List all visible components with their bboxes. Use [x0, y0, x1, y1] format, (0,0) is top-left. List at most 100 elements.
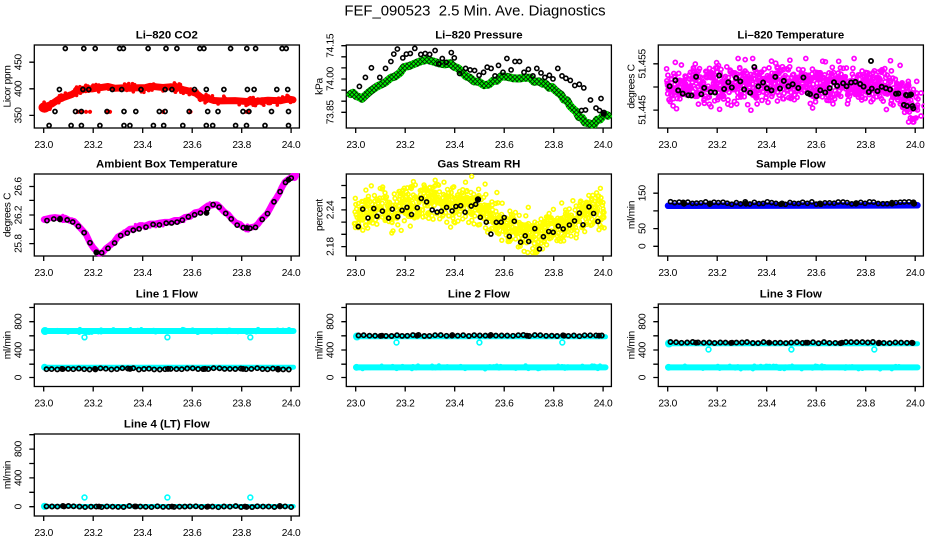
svg-text:23.4: 23.4	[445, 399, 464, 410]
svg-text:150: 150	[637, 185, 648, 202]
svg-text:23.0: 23.0	[346, 140, 365, 151]
svg-text:Li–820 CO2: Li–820 CO2	[136, 29, 198, 41]
svg-text:25.8: 25.8	[13, 234, 24, 253]
svg-text:23.4: 23.4	[133, 268, 152, 279]
svg-text:400: 400	[13, 469, 24, 486]
svg-text:percent: percent	[314, 199, 325, 231]
svg-text:23.8: 23.8	[232, 399, 251, 410]
svg-text:24.0: 24.0	[594, 268, 613, 279]
svg-text:23.4: 23.4	[757, 140, 776, 151]
svg-text:23.6: 23.6	[495, 268, 514, 279]
svg-text:23.4: 23.4	[757, 399, 776, 410]
svg-text:Sample Flow: Sample Flow	[756, 158, 826, 170]
svg-text:23.8: 23.8	[232, 268, 251, 279]
svg-text:24.0: 24.0	[282, 268, 301, 279]
svg-text:350: 350	[13, 107, 24, 124]
svg-text:23.8: 23.8	[544, 399, 563, 410]
svg-text:23.0: 23.0	[34, 528, 53, 539]
svg-text:Line 2 Flow: Line 2 Flow	[448, 288, 510, 300]
svg-text:23.4: 23.4	[133, 140, 152, 151]
svg-text:23.0: 23.0	[658, 140, 677, 151]
svg-text:23.2: 23.2	[396, 268, 415, 279]
svg-text:ml/min: ml/min	[626, 201, 637, 229]
svg-text:450: 450	[13, 54, 24, 71]
svg-text:24.0: 24.0	[906, 268, 925, 279]
svg-text:24.0: 24.0	[282, 399, 301, 410]
svg-text:Li–820 Pressure: Li–820 Pressure	[435, 29, 522, 41]
svg-text:0: 0	[13, 503, 24, 509]
svg-text:26.6: 26.6	[13, 177, 24, 196]
svg-text:Gas Stream RH: Gas Stream RH	[437, 158, 520, 170]
svg-text:24.0: 24.0	[594, 140, 613, 151]
svg-text:400: 400	[637, 341, 648, 358]
svg-text:2.24: 2.24	[325, 200, 336, 219]
svg-text:24.0: 24.0	[906, 399, 925, 410]
svg-text:23.2: 23.2	[708, 399, 727, 410]
svg-text:23.4: 23.4	[757, 268, 776, 279]
svg-text:23.6: 23.6	[183, 528, 202, 539]
svg-text:0: 0	[637, 374, 648, 380]
svg-text:23.0: 23.0	[346, 268, 365, 279]
svg-text:0: 0	[637, 243, 648, 249]
svg-text:23.2: 23.2	[84, 140, 103, 151]
svg-text:Line 1 Flow: Line 1 Flow	[136, 288, 198, 300]
svg-text:23.6: 23.6	[807, 399, 826, 410]
svg-text:degrees C: degrees C	[2, 193, 13, 237]
svg-text:Licor ppm: Licor ppm	[2, 65, 13, 107]
svg-text:23.6: 23.6	[183, 140, 202, 151]
svg-text:ml/min: ml/min	[2, 331, 13, 359]
svg-text:ml/min: ml/min	[2, 461, 13, 489]
svg-text:74.15: 74.15	[325, 33, 336, 58]
svg-text:23.8: 23.8	[544, 140, 563, 151]
svg-text:23.0: 23.0	[34, 399, 53, 410]
svg-text:800: 800	[13, 440, 24, 457]
svg-text:800: 800	[325, 313, 336, 330]
svg-text:23.4: 23.4	[445, 140, 464, 151]
svg-text:800: 800	[637, 313, 648, 330]
svg-text:23.8: 23.8	[232, 528, 251, 539]
svg-text:23.6: 23.6	[495, 140, 514, 151]
svg-text:23.4: 23.4	[133, 399, 152, 410]
svg-text:23.6: 23.6	[183, 268, 202, 279]
svg-text:Ambient Box Temperature: Ambient Box Temperature	[96, 158, 238, 170]
svg-text:23.4: 23.4	[445, 268, 464, 279]
svg-text:23.4: 23.4	[133, 528, 152, 539]
svg-text:0: 0	[325, 374, 336, 380]
svg-text:51.455: 51.455	[637, 48, 648, 78]
svg-text:23.8: 23.8	[544, 268, 563, 279]
svg-text:Li–820 Temperature: Li–820 Temperature	[737, 29, 844, 41]
svg-text:23.0: 23.0	[658, 399, 677, 410]
svg-text:23.2: 23.2	[84, 399, 103, 410]
svg-text:24.0: 24.0	[282, 528, 301, 539]
svg-text:800: 800	[13, 313, 24, 330]
svg-text:23.8: 23.8	[232, 140, 251, 151]
svg-text:23.6: 23.6	[183, 399, 202, 410]
svg-text:23.6: 23.6	[807, 140, 826, 151]
svg-text:23.0: 23.0	[34, 140, 53, 151]
svg-text:74.00: 74.00	[325, 66, 336, 91]
svg-text:0: 0	[13, 374, 24, 380]
svg-text:50: 50	[637, 223, 648, 234]
svg-text:73.85: 73.85	[325, 100, 336, 125]
svg-text:23.2: 23.2	[396, 140, 415, 151]
svg-text:400: 400	[325, 341, 336, 358]
svg-text:Line 4 (LT) Flow: Line 4 (LT) Flow	[124, 418, 210, 430]
svg-text:24.0: 24.0	[282, 140, 301, 151]
svg-text:400: 400	[13, 80, 24, 97]
svg-text:23.6: 23.6	[807, 268, 826, 279]
svg-text:kPa: kPa	[314, 78, 325, 95]
svg-text:23.2: 23.2	[708, 140, 727, 151]
svg-text:23.0: 23.0	[346, 399, 365, 410]
svg-text:2.18: 2.18	[325, 237, 336, 256]
svg-text:23.2: 23.2	[84, 528, 103, 539]
svg-text:23.2: 23.2	[708, 268, 727, 279]
svg-text:24.0: 24.0	[594, 399, 613, 410]
svg-text:Line 3 Flow: Line 3 Flow	[760, 288, 822, 300]
svg-text:ml/min: ml/min	[314, 331, 325, 359]
svg-text:23.6: 23.6	[495, 399, 514, 410]
svg-text:400: 400	[13, 341, 24, 358]
svg-text:24.0: 24.0	[906, 140, 925, 151]
svg-text:26.2: 26.2	[13, 205, 24, 224]
svg-text:23.2: 23.2	[84, 268, 103, 279]
svg-text:FEF_090523 2.5 Min. Ave. Diag: FEF_090523 2.5 Min. Ave. Diagnostics	[344, 3, 605, 19]
